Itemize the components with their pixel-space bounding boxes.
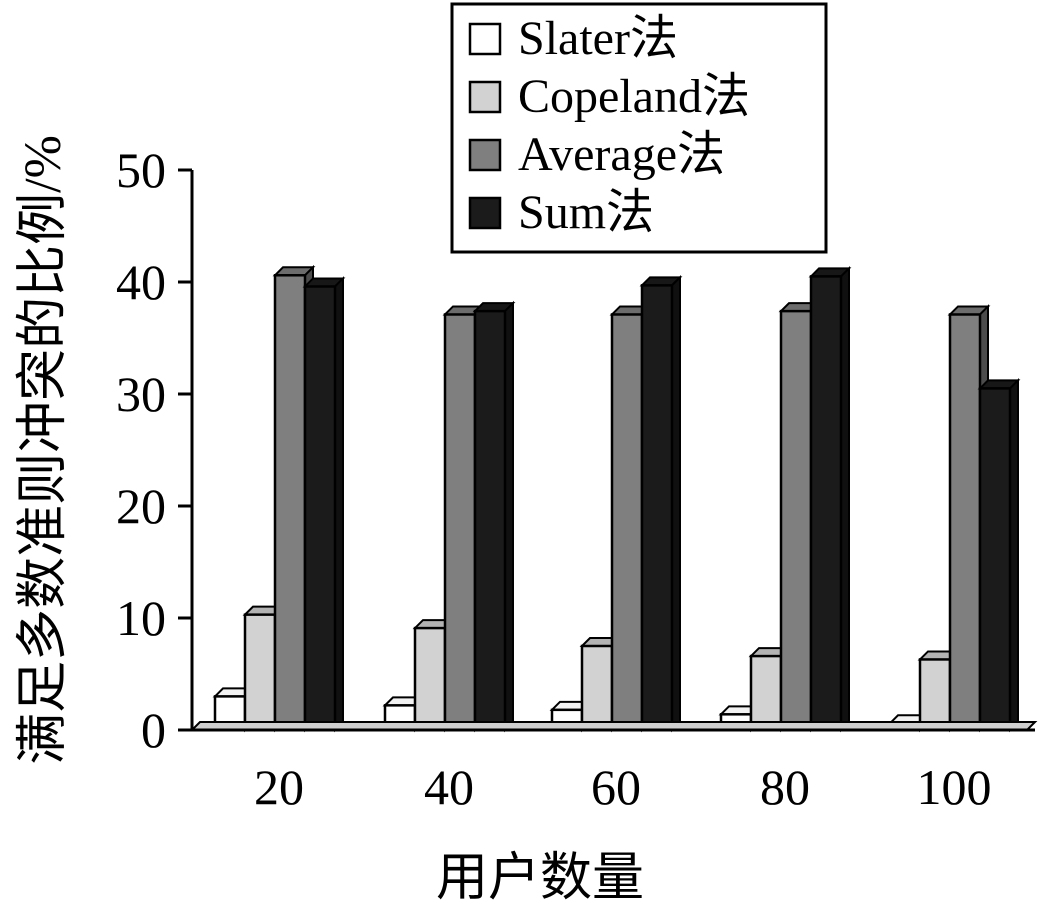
legend-label: Average法: [518, 128, 725, 181]
y-tick-label: 10: [116, 590, 166, 646]
x-axis-title: 用户数量: [436, 850, 644, 907]
legend-label: Copeland法: [518, 70, 750, 123]
legend-box: [450, 2, 828, 254]
x-tick-label: 60: [591, 759, 641, 815]
y-tick-label: 0: [141, 702, 166, 758]
x-tick-label: 80: [760, 759, 810, 815]
legend-swatch: [468, 138, 502, 172]
y-tick-label: 40: [116, 254, 166, 310]
bar: [472, 300, 516, 733]
bar: [302, 276, 346, 733]
bar: [639, 274, 683, 733]
y-tick-label: 20: [116, 478, 166, 534]
x-tick-label: 20: [254, 759, 304, 815]
legend-label: Sum法: [518, 186, 654, 239]
y-tick-label: 50: [116, 142, 166, 198]
bars-layer: [212, 264, 1021, 733]
bar: [977, 377, 1021, 733]
y-axis-title: 满足多数准则冲突的比例/%: [15, 135, 72, 765]
legend-swatch: [468, 22, 502, 56]
bar: [808, 265, 852, 733]
x-tick-label: 100: [917, 759, 992, 815]
legend-label: Slater法: [518, 12, 678, 65]
x-tick-label: 40: [424, 759, 474, 815]
legend-swatch: [468, 196, 502, 230]
axes-layer: 0 10 20 30 40 50 20 40 60 80 100: [116, 142, 1038, 815]
legend-swatch: [468, 80, 502, 114]
y-tick-label: 30: [116, 366, 166, 422]
